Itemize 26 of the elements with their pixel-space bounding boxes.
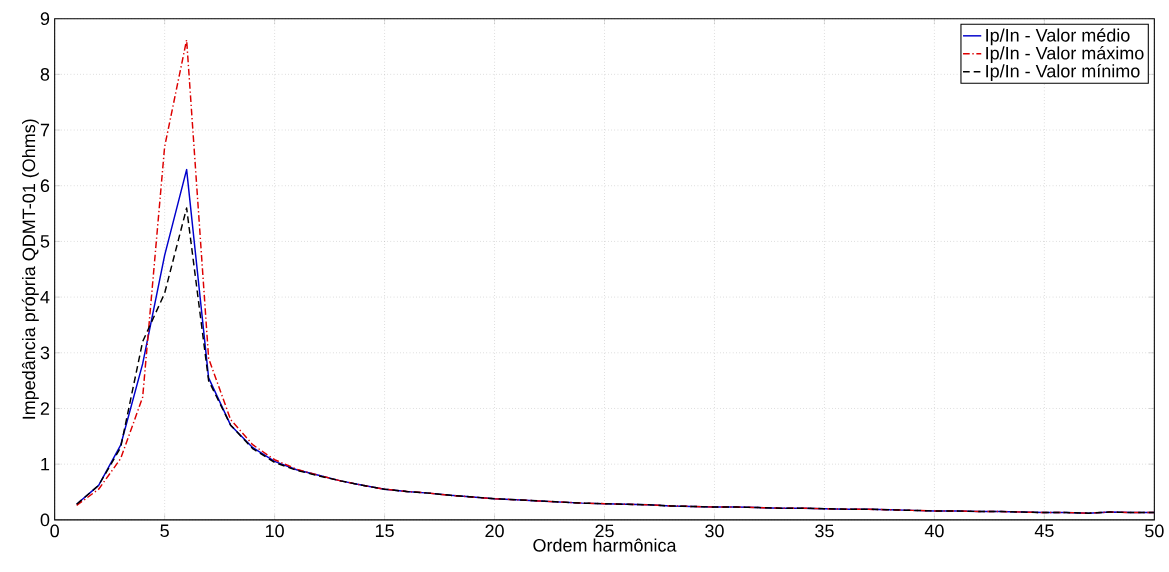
- legend-label: Ip/In - Valor mínimo: [986, 64, 1140, 82]
- y-axis-title: Impedância própria QDMT-01 (Ohms): [21, 119, 39, 419]
- x-tick-label: 35: [815, 524, 834, 538]
- y-tick-label: 9: [40, 12, 50, 26]
- y-tick-label: 5: [40, 235, 50, 248]
- y-tick-label: 1: [41, 458, 50, 471]
- x-tick-label: 25: [595, 524, 614, 538]
- x-tick-label: 10: [265, 524, 284, 538]
- x-tick-label: 15: [375, 524, 394, 538]
- legend-label: Ip/In - Valor máximo: [986, 46, 1144, 64]
- y-tick-label: 0: [40, 513, 50, 527]
- y-tick-label: 4: [40, 290, 50, 304]
- legend-label: Ip/In - Valor médio: [986, 28, 1130, 46]
- x-tick-label: 45: [1034, 524, 1054, 538]
- x-tick-label: 50: [1145, 524, 1164, 538]
- y-tick-label: 7: [40, 123, 50, 137]
- y-tick-label: 2: [40, 402, 50, 415]
- x-tick-label: 30: [705, 524, 724, 538]
- x-tick-label: 40: [924, 524, 944, 538]
- x-tick-label: 5: [160, 524, 169, 538]
- x-tick-label: 20: [485, 524, 504, 538]
- y-tick-label: 8: [40, 68, 50, 81]
- x-tick-label: 0: [50, 524, 59, 538]
- x-axis-title: Ordem harmônica: [533, 538, 677, 552]
- y-tick-label: 3: [40, 346, 50, 360]
- y-tick-label: 6: [40, 179, 50, 193]
